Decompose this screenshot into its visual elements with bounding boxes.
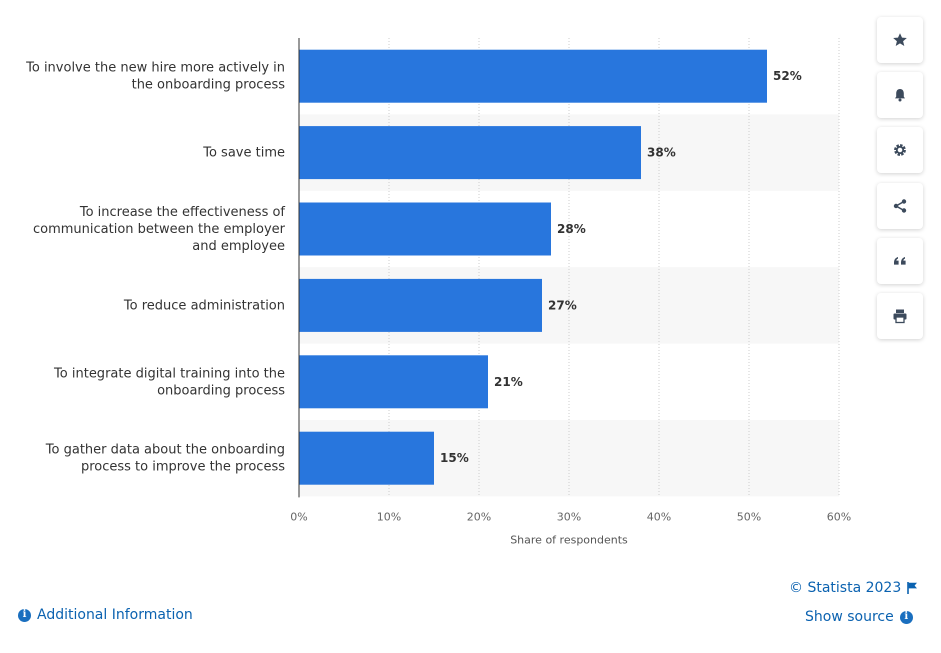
x-tick-label: 40% (647, 510, 671, 523)
x-tick-labels: 0% 10% 20% 30% 40% 50% 60% (290, 510, 851, 523)
info-icon: i (899, 610, 913, 624)
bar[interactable] (299, 431, 434, 485)
category-label: To save time (202, 146, 285, 161)
category-label: To reduce administration (123, 298, 285, 313)
printer-icon (893, 309, 907, 324)
bar[interactable] (299, 278, 542, 332)
value-label: 52% (773, 69, 802, 83)
category-labels: To involve the new hire more actively in… (25, 61, 286, 475)
x-tick-label: 0% (290, 510, 307, 523)
bar[interactable] (299, 202, 551, 256)
category-label: To involve the new hire more actively in… (25, 61, 285, 93)
bars (299, 49, 767, 485)
x-tick-label: 50% (737, 510, 761, 523)
x-axis-title: Share of respondents (510, 533, 628, 546)
value-label: 21% (494, 375, 523, 389)
share-button[interactable] (877, 183, 923, 229)
value-label: 38% (647, 146, 676, 160)
show-source-link[interactable]: Show source i (805, 609, 913, 625)
bar-chart: To involve the new hire more actively in… (25, 38, 851, 546)
info-icon: i (18, 608, 31, 622)
bar[interactable] (299, 49, 767, 103)
favorite-button[interactable] (877, 17, 923, 63)
cite-button[interactable] (877, 238, 923, 284)
x-tick-label: 60% (827, 510, 851, 523)
x-tick-label: 10% (377, 510, 401, 523)
grid-lines (388, 38, 840, 497)
bar[interactable] (299, 355, 488, 409)
flag-icon (907, 582, 918, 594)
print-button[interactable] (877, 293, 923, 339)
gear-icon (894, 144, 906, 156)
additional-information-text: Additional Information (37, 607, 193, 623)
bell-icon (895, 89, 905, 102)
x-tick-label: 30% (557, 510, 581, 523)
value-label: 28% (557, 222, 586, 236)
additional-information-link[interactable]: i Additional Information (18, 607, 193, 623)
share-icon (893, 199, 907, 213)
show-source-text: Show source (805, 609, 894, 625)
x-tick-label: 20% (467, 510, 491, 523)
copyright-text: © Statista 2023 (789, 580, 902, 596)
category-label: To integrate digital training into the on… (53, 366, 285, 398)
bar[interactable] (299, 126, 641, 180)
settings-button[interactable] (877, 127, 923, 173)
category-label: To gather data about the onboarding proce… (45, 443, 285, 475)
value-label: 27% (548, 298, 577, 312)
copyright-link[interactable]: © Statista 2023 (789, 580, 918, 596)
quote-icon (894, 257, 906, 265)
notification-button[interactable] (877, 72, 923, 118)
value-label: 15% (440, 451, 469, 465)
value-labels: 52% 38% 28% 27% 21% 15% (440, 69, 802, 465)
category-label: To increase the effectiveness of communic… (33, 205, 286, 254)
star-icon (893, 33, 907, 46)
